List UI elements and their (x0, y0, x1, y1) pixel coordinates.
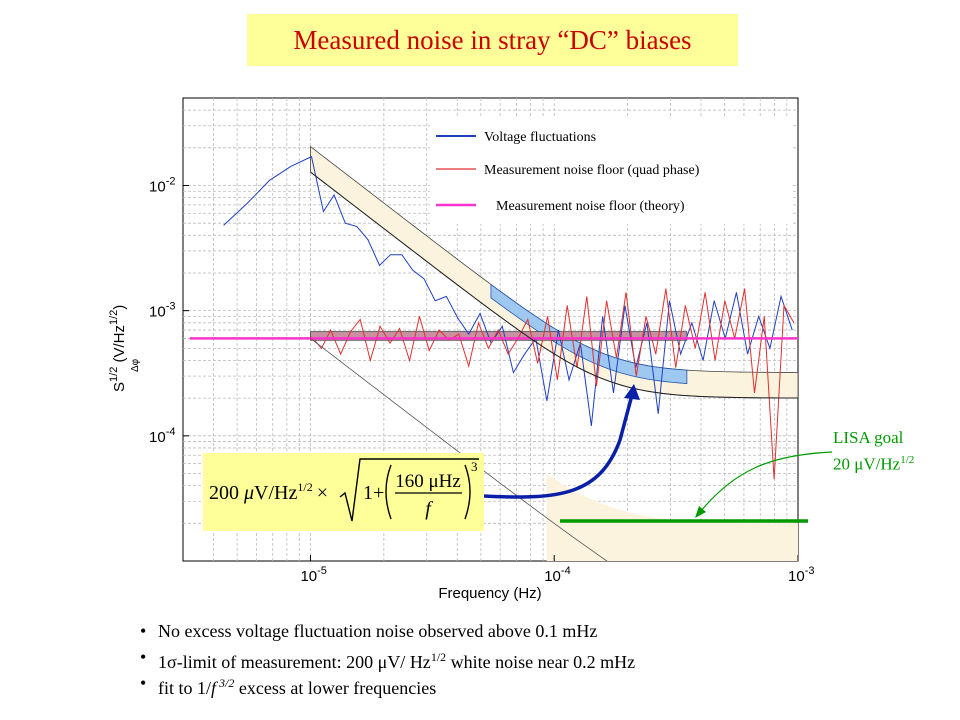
formula-power: 3 (471, 459, 478, 474)
formula-arrow (483, 394, 634, 499)
formula-numerator: 160 μHz (395, 471, 461, 492)
series-line-1 (223, 155, 793, 426)
fit-curve (310, 171, 798, 399)
formula-unit: V/Hz (254, 482, 297, 504)
formula-mu: μ (243, 482, 254, 504)
lisa-goal-arrow-head (695, 506, 706, 518)
x-tick-label: 10-4 (544, 565, 570, 585)
series-lines (189, 155, 798, 480)
bullet-item-3: fit to 1/f 3/2 excess at lower frequenci… (140, 670, 940, 698)
formula-unit-sup: 1/2 (297, 480, 312, 494)
x-tick-label: 10-3 (788, 565, 814, 585)
y-tick-label: 10-2 (149, 175, 175, 195)
legend-box (430, 118, 792, 224)
formula-prefix: 200 (209, 482, 244, 504)
legend: Voltage fluctuations Measurement noise fl… (430, 118, 792, 224)
slide-title: Measured noise in stray “DC” biases (293, 24, 692, 55)
formula-one-plus: 1+ (363, 482, 384, 504)
bullet-list: No excess voltage fluctuation noise obse… (140, 618, 940, 698)
formula-denominator: f (425, 498, 433, 520)
left-paren (385, 464, 392, 520)
y-axis-label-subscript: Δφ (130, 358, 141, 372)
lisa-goal-label: LISA goal 20 μV/Hz1/2 (833, 426, 914, 476)
formula-times: × (317, 482, 328, 504)
y-axis-label-text: S1/2 (V/Hz1/2) (108, 305, 128, 392)
y-tick-label: 10-3 (149, 301, 175, 321)
bullet-item-1: No excess voltage fluctuation noise obse… (140, 618, 940, 644)
svg-text:200 μV/Hz1/2×: 200 μV/Hz1/2 × (209, 480, 328, 504)
lisa-goal-arrow (699, 451, 833, 513)
y-tick-label: 10-4 (149, 426, 175, 446)
fit-formula: 200 μV/Hz1/2 × 1+ 160 μHz f 3 (203, 453, 484, 531)
right-paren (464, 464, 471, 520)
title-box: Measured noise in stray “DC” biases (247, 14, 738, 66)
x-axis-label: Frequency (Hz) (438, 585, 541, 602)
series-line-2 (311, 288, 795, 480)
annotations (483, 384, 833, 523)
legend-label-1: Voltage fluctuations (484, 130, 596, 145)
legend-label-2: Measurement noise floor (quad phase) (484, 163, 700, 178)
lisa-goal-title: LISA goal (833, 428, 904, 447)
lisa-region (546, 474, 798, 561)
lisa-goal-value: 20 μV/Hz1/2 (833, 454, 915, 474)
sqrt-sign (339, 458, 479, 522)
x-tick-label: 10-5 (300, 565, 326, 585)
y-axis-label: S1/2 (V/Hz1/2)Δφ (108, 305, 141, 392)
bullet-item-2: 1σ-limit of measurement: 200 μV/ Hz1/2 w… (140, 644, 940, 672)
formula-arrow-head (624, 384, 640, 400)
legend-label-3: Measurement noise floor (theory) (496, 199, 685, 214)
